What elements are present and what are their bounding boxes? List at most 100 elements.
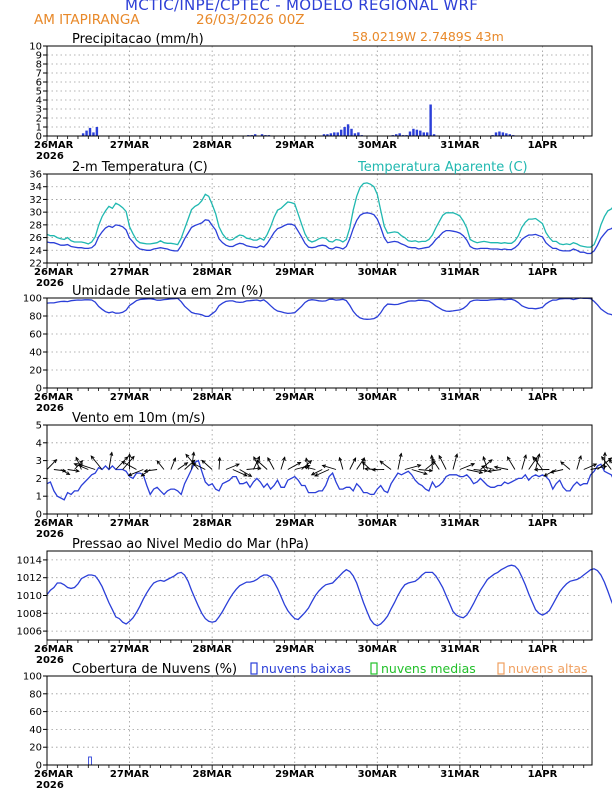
y-tick-label: 24 xyxy=(29,246,42,257)
precip-bar xyxy=(501,132,505,136)
x-tick-label: 26MAR xyxy=(34,267,74,278)
precip-bar xyxy=(494,132,498,136)
wind-arrowhead xyxy=(608,459,612,464)
wind-arrowhead xyxy=(183,462,189,467)
wind-arrowhead xyxy=(431,457,436,463)
wind-vector xyxy=(46,459,57,470)
y-tick-label: 1014 xyxy=(17,555,42,566)
wind-arrowhead xyxy=(297,462,302,466)
wind-arrowhead xyxy=(338,456,343,462)
wind-vector xyxy=(67,469,79,472)
wind-vector xyxy=(108,452,113,470)
wind-arrowhead xyxy=(321,464,327,469)
wind-arrowhead xyxy=(140,472,145,477)
x-tick-label: 28MAR xyxy=(192,140,232,151)
x-tick-label: 27MAR xyxy=(110,769,150,780)
year-label: 2026 xyxy=(36,278,64,289)
wind-vector xyxy=(287,462,301,470)
x-tick-label: 1APR xyxy=(528,518,558,529)
wind-vector xyxy=(156,460,165,470)
wind-arrowhead xyxy=(253,456,257,461)
year-label: 2026 xyxy=(36,780,64,791)
precip-bar xyxy=(336,132,339,136)
wind-vector xyxy=(121,461,137,470)
plot-frame xyxy=(46,173,593,264)
y-tick-label: 2 xyxy=(36,474,42,485)
x-tick-label: 29MAR xyxy=(275,644,315,655)
precip-bar xyxy=(260,134,264,136)
wind-vector xyxy=(590,465,607,470)
wind-vector xyxy=(304,466,316,470)
wind-arrowhead xyxy=(431,461,436,466)
wind-arrowhead xyxy=(109,451,114,457)
x-tick-label: 31MAR xyxy=(440,644,480,655)
wind-vector xyxy=(411,469,428,475)
wind-vector xyxy=(239,469,252,477)
y-tick-label: 100 xyxy=(23,672,42,683)
legend-entry: nuvens baixas xyxy=(261,661,351,676)
plot-frame xyxy=(46,297,593,389)
wind-vector xyxy=(90,455,103,470)
wind-arrowhead xyxy=(549,469,555,474)
precip-bar xyxy=(395,134,398,136)
wind-arrowhead xyxy=(256,459,261,464)
wind-vector xyxy=(601,456,612,470)
year-label: 2026 xyxy=(36,403,64,414)
wind-arrowhead xyxy=(361,461,366,466)
x-tick-label: 1APR xyxy=(528,392,558,403)
precip-bar xyxy=(429,104,432,136)
precip-bar xyxy=(422,132,425,136)
wind-arrowhead xyxy=(172,457,177,462)
wind-arrowhead xyxy=(478,470,484,475)
x-tick-label: 26MAR xyxy=(34,644,74,655)
x-tick-label: 1APR xyxy=(528,644,558,655)
x-tick-label: 29MAR xyxy=(275,769,315,780)
y-tick-label: 3 xyxy=(36,456,42,467)
precip-bar xyxy=(253,134,257,136)
wind-vector xyxy=(322,464,337,470)
wind-arrowhead xyxy=(533,467,539,472)
legend-swatch xyxy=(370,662,378,675)
wind-vector xyxy=(528,457,538,470)
wind-arrowhead xyxy=(362,457,366,462)
wind-arrowhead xyxy=(523,454,527,459)
year-label: 2026 xyxy=(36,151,64,162)
precip-bar xyxy=(346,124,350,136)
y-tick-label: 60 xyxy=(29,330,42,341)
wind-vector xyxy=(311,469,323,476)
wind-arrowhead xyxy=(379,460,384,465)
y-tick-label: 40 xyxy=(29,348,42,359)
precip-bar xyxy=(81,133,85,136)
y-tick-label: 80 xyxy=(29,312,42,323)
wind-vector xyxy=(201,460,213,470)
wind-arrowhead xyxy=(352,457,357,462)
location-label: AM ITAPIRANGA xyxy=(34,12,140,28)
wind-arrowhead xyxy=(185,453,190,458)
wind-vector xyxy=(191,452,195,470)
x-tick-label: 28MAR xyxy=(192,769,232,780)
wind-arrowhead xyxy=(307,460,313,465)
wind-vector xyxy=(404,464,421,470)
x-tick-label: 29MAR xyxy=(275,140,315,151)
y-tick-label: 0 xyxy=(36,132,42,143)
wind-arrowhead xyxy=(560,461,565,466)
wind-arrowhead xyxy=(533,456,538,462)
wind-vector xyxy=(550,469,564,473)
y-tick-label: 20 xyxy=(29,743,42,754)
precip-bar xyxy=(498,131,501,136)
wind-arrowhead xyxy=(217,456,222,462)
wind-vector xyxy=(232,469,248,477)
panel-title: Pressao ao Nivel Medio do Mar (hPa) xyxy=(72,537,309,552)
wind-vector xyxy=(576,455,582,470)
x-tick-label: 30MAR xyxy=(358,518,398,529)
y-tick-label: 0 xyxy=(36,510,42,521)
wind-arrowhead xyxy=(127,472,133,477)
wind-vector xyxy=(144,469,158,472)
x-tick-label: 27MAR xyxy=(110,267,150,278)
wind-arrowhead xyxy=(247,473,253,477)
y-tick-label: 8 xyxy=(36,60,42,71)
wind-vector xyxy=(218,457,221,470)
coordinates-label: 58.0219W 2.7489S 43m xyxy=(352,29,504,44)
precip-bar xyxy=(415,129,419,136)
